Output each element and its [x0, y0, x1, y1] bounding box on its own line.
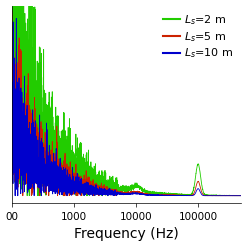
$L_s$=5 m [199, 187, 202, 190]
$L_s$=5 m [52, 182, 55, 185]
$L_s$=10 m [182, 194, 185, 197]
Line: $L_s$=5 m: $L_s$=5 m [12, 11, 242, 196]
$L_s$=10 m [160, 194, 163, 197]
$L_s$=2 m [240, 194, 243, 197]
$L_s$=10 m [52, 172, 55, 175]
$L_s$=2 m [11, 82, 14, 84]
$L_s$=2 m [52, 159, 55, 162]
Legend: $L_s$=2 m, $L_s$=5 m, $L_s$=10 m: $L_s$=2 m, $L_s$=5 m, $L_s$=10 m [161, 11, 236, 62]
$L_s$=10 m [98, 193, 101, 196]
X-axis label: Frequency (Hz): Frequency (Hz) [74, 227, 179, 242]
$L_s$=5 m [240, 194, 243, 197]
$L_s$=2 m [182, 194, 185, 197]
$L_s$=5 m [11, 10, 14, 13]
$L_s$=5 m [160, 193, 163, 196]
$L_s$=2 m [160, 193, 163, 196]
$L_s$=10 m [15, 17, 18, 20]
$L_s$=5 m [98, 189, 101, 192]
$L_s$=2 m [98, 186, 101, 189]
$L_s$=5 m [21, 194, 24, 197]
$L_s$=2 m [16, 194, 19, 197]
$L_s$=5 m [148, 193, 151, 196]
$L_s$=10 m [11, 114, 14, 117]
$L_s$=10 m [14, 194, 17, 197]
Line: $L_s$=2 m: $L_s$=2 m [12, 0, 242, 196]
$L_s$=2 m [148, 190, 151, 193]
$L_s$=5 m [182, 194, 185, 197]
$L_s$=10 m [199, 192, 202, 195]
$L_s$=10 m [240, 194, 243, 197]
$L_s$=2 m [199, 176, 202, 179]
$L_s$=10 m [148, 193, 151, 196]
Line: $L_s$=10 m: $L_s$=10 m [12, 19, 242, 196]
